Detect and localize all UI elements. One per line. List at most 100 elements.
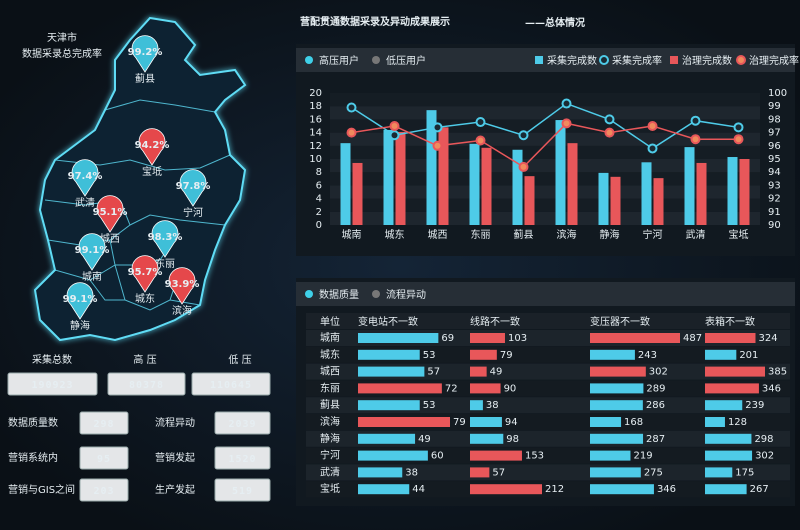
grid-band	[330, 93, 760, 107]
table-row-bg	[306, 464, 790, 481]
table-bar	[590, 433, 644, 444]
page-subtitle: ——总体情况	[525, 16, 585, 29]
table-value: 128	[728, 417, 747, 428]
counter-value: 110645	[210, 380, 252, 391]
tab-dot	[372, 56, 380, 64]
chart-tab[interactable]: 高压用户	[319, 54, 359, 67]
quality-label: 营销与GIS之间	[8, 483, 75, 496]
table-bar	[358, 383, 442, 394]
table-value: 38	[405, 467, 418, 478]
table-value: 79	[500, 350, 513, 361]
pin-label: 97.8%	[176, 181, 211, 192]
table-bar	[705, 433, 752, 444]
table-value: 289	[646, 383, 665, 394]
table-tab[interactable]: 数据质量	[319, 288, 359, 301]
legend-swatch	[736, 55, 746, 65]
bar	[598, 172, 609, 225]
bar	[696, 162, 707, 225]
line-point	[432, 140, 443, 151]
map-pin	[96, 195, 124, 233]
y-tick-label: 4	[316, 194, 322, 205]
bar	[426, 110, 437, 225]
x-tick-label: 城东	[385, 228, 405, 241]
y-tick-label: 20	[309, 88, 322, 99]
table-header-bg	[306, 313, 790, 329]
bar	[481, 147, 492, 225]
quality-label: 营销系统内	[8, 451, 58, 464]
x-tick-label: 滨海	[557, 228, 577, 241]
map-pin	[179, 169, 207, 207]
table-bar	[705, 417, 725, 427]
table-bar	[470, 349, 497, 360]
grid-band	[330, 172, 760, 186]
table-bar	[590, 333, 680, 343]
quality-label: 流程异动	[155, 416, 195, 429]
line-point	[389, 130, 400, 141]
table-value: 385	[768, 367, 787, 378]
table-value: 57	[427, 367, 440, 378]
grid-band	[330, 185, 760, 199]
counter-value: 203	[93, 486, 114, 497]
quality-label: 生产发起	[155, 483, 195, 496]
y-tick-label: 14	[309, 128, 322, 139]
line	[351, 102, 739, 150]
table-value: 53	[423, 350, 436, 361]
line-point	[561, 98, 572, 109]
map-pin	[78, 233, 106, 271]
table-bar	[590, 366, 646, 377]
y2-tick-label: 92	[768, 194, 781, 205]
tab-dot	[305, 290, 313, 298]
y2-tick-label: 97	[768, 128, 781, 139]
pin-label: 95.1%	[93, 207, 128, 218]
table-bar	[470, 433, 504, 444]
table-bar	[470, 484, 542, 495]
table-value: 324	[758, 333, 777, 344]
table-bar	[705, 400, 743, 411]
tab-dot	[372, 290, 380, 298]
region-name: 静海	[70, 319, 90, 332]
line-point	[690, 134, 701, 145]
y-tick-label: 2	[316, 207, 322, 218]
pin-label: 99.2%	[128, 47, 163, 58]
grid-band	[330, 145, 760, 159]
line-point	[346, 127, 357, 138]
y-tick-label: 10	[309, 154, 322, 165]
table-bar	[358, 333, 439, 343]
table-value: 346	[762, 383, 781, 394]
y2-tick-label: 93	[768, 180, 781, 191]
region-name: 武清	[75, 196, 95, 209]
table-tab[interactable]: 流程异动	[386, 288, 426, 301]
y-tick-label: 18	[309, 101, 322, 112]
table-value: 243	[638, 350, 657, 361]
x-tick-label: 宁河	[643, 228, 663, 241]
x-tick-label: 东丽	[471, 228, 491, 241]
table-bar	[358, 417, 450, 427]
counter-value: 298	[93, 419, 114, 430]
counter-value: 2039	[228, 419, 256, 430]
counter-box	[79, 446, 129, 470]
pin-label: 97.4%	[68, 171, 103, 182]
counter-value: 519	[232, 486, 253, 497]
bar	[512, 149, 523, 225]
table-value: 287	[646, 434, 665, 445]
line-point	[604, 127, 615, 138]
table-value: 44	[412, 484, 425, 495]
y2-tick-label: 100	[768, 88, 787, 99]
region-name: 滨海	[172, 304, 192, 317]
region-name: 城南	[82, 270, 102, 283]
counter-box	[191, 372, 271, 396]
counter-value: 80378	[129, 380, 164, 391]
table-bar	[705, 484, 747, 495]
table-bar	[705, 383, 759, 394]
line-point	[733, 134, 744, 145]
pin-label: 95.7%	[128, 267, 163, 278]
region-name: 蓟县	[135, 72, 155, 85]
y2-tick-label: 96	[768, 141, 781, 152]
y-tick-label: 12	[309, 141, 322, 152]
row-label: 城东	[320, 348, 340, 361]
chart-tab[interactable]: 低压用户	[386, 54, 426, 67]
counter-label: 低 压	[228, 353, 251, 366]
table-value: 90	[504, 383, 517, 394]
table-bar	[358, 450, 428, 461]
